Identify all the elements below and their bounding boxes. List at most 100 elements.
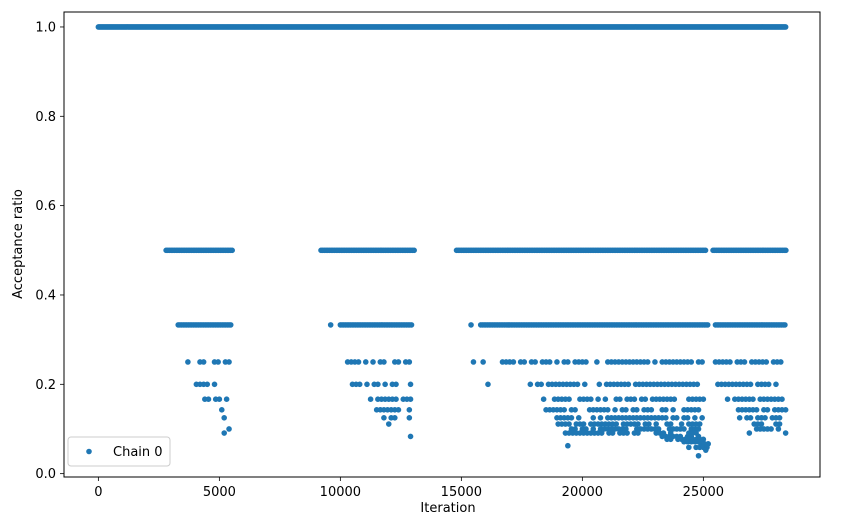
data-point: [200, 359, 207, 365]
data-point: [763, 359, 770, 365]
data-point: [695, 452, 702, 459]
data-point: [779, 396, 785, 402]
x-tick-label: 10000: [320, 485, 361, 500]
data-point: [364, 381, 370, 388]
data-point: [747, 415, 754, 421]
data-point: [782, 24, 789, 30]
data-point: [572, 407, 578, 413]
data-point: [521, 359, 528, 365]
data-point: [227, 322, 234, 328]
data-point: [623, 407, 629, 413]
data-point: [681, 426, 687, 432]
data-point: [695, 407, 702, 413]
data-point: [768, 426, 774, 432]
data-point: [635, 421, 641, 427]
data-point: [765, 381, 772, 388]
x-tick-label: 0: [94, 485, 102, 500]
data-point: [370, 359, 376, 365]
data-point: [546, 359, 553, 365]
data-point: [356, 381, 363, 388]
data-point: [724, 396, 731, 402]
data-point: [612, 407, 618, 413]
data-point: [375, 381, 381, 388]
y-tick-label: 0.4: [35, 288, 56, 303]
data-point: [575, 415, 582, 421]
data-point: [750, 396, 756, 402]
data-point: [185, 359, 191, 365]
data-point: [783, 247, 789, 254]
data-point: [663, 415, 669, 421]
data-point: [221, 415, 227, 421]
data-point: [741, 359, 748, 365]
data-point: [568, 415, 575, 421]
data-point: [782, 430, 789, 436]
data-point: [596, 381, 603, 388]
data-point: [538, 381, 545, 388]
data-point: [406, 415, 413, 421]
data-point: [393, 381, 399, 388]
data-point: [678, 421, 685, 427]
x-axis-ticks: 0 5000 10000 15000 20000 25000: [94, 477, 724, 500]
data-point: [773, 381, 779, 388]
data-point: [381, 359, 387, 365]
data-point: [762, 415, 768, 421]
data-point: [663, 407, 669, 413]
data-point: [602, 396, 609, 402]
data-point: [617, 396, 623, 402]
data-point: [355, 359, 362, 365]
data-point: [385, 421, 392, 427]
data-point: [554, 359, 560, 365]
x-tick-label: 25000: [683, 485, 724, 500]
data-point: [229, 247, 235, 254]
data-point: [527, 381, 534, 388]
data-point: [652, 359, 658, 365]
data-point: [392, 415, 398, 421]
y-tick-label: 1.0: [35, 20, 56, 35]
data-point: [367, 396, 374, 402]
data-point: [696, 421, 703, 427]
data-point: [598, 430, 605, 436]
data-point: [671, 396, 678, 402]
data-point: [700, 396, 707, 402]
y-tick-label: 0.8: [35, 110, 56, 125]
data-point: [566, 396, 572, 402]
data-point: [631, 396, 638, 402]
data-point: [480, 359, 486, 365]
y-axis-ticks: 0.0 0.2 0.4 0.6 0.8 1.0: [35, 20, 64, 482]
data-point: [566, 421, 572, 427]
data-point: [362, 359, 369, 365]
data-point: [395, 407, 402, 413]
data-point: [226, 359, 232, 365]
data-point: [653, 421, 659, 427]
data-point: [407, 433, 414, 440]
data-point: [327, 322, 334, 328]
data-point: [407, 381, 414, 388]
data-point: [704, 322, 711, 328]
data-point: [470, 359, 477, 365]
data-point: [613, 421, 620, 427]
data-point: [642, 396, 649, 402]
data-point: [485, 381, 491, 388]
data-point: [565, 442, 571, 449]
data-point: [753, 407, 760, 413]
data-point: [684, 415, 691, 421]
data-point: [408, 322, 415, 328]
legend-box: [67, 436, 171, 467]
data-point: [540, 396, 547, 402]
data-point: [644, 359, 651, 365]
data-point: [597, 415, 604, 421]
data-point: [667, 436, 674, 443]
plot-frame: [63, 11, 821, 478]
data-point: [776, 415, 783, 421]
data-point: [590, 415, 597, 421]
data-point: [694, 381, 701, 388]
data-point: [775, 426, 782, 432]
data-point: [215, 359, 221, 365]
data-point: [686, 444, 692, 451]
data-point: [381, 415, 387, 421]
y-tick-label: 0.2: [35, 378, 56, 393]
data-point: [407, 396, 414, 402]
data-point: [688, 359, 695, 365]
